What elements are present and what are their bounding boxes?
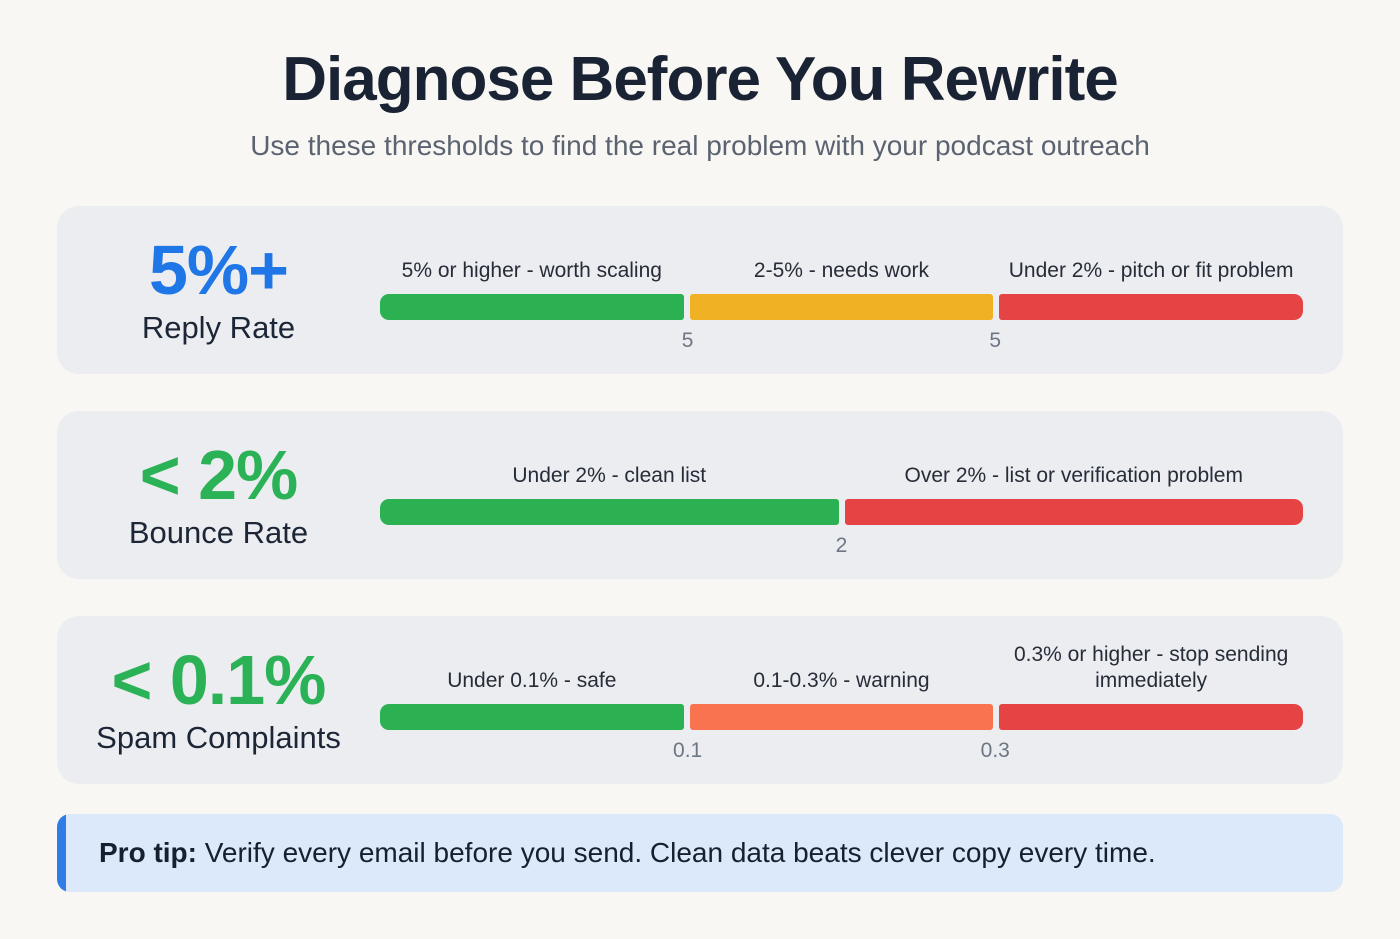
tick-row: 2 (380, 525, 1303, 561)
tick-label: 2 (835, 533, 848, 557)
bar-segment (844, 498, 1303, 525)
segment-label: 0.1-0.3% - warning (753, 669, 930, 693)
bar-segment (999, 703, 1304, 730)
metric-value: < 0.1% (111, 641, 327, 720)
threshold-card: 5%+ Reply Rate 5% or higher - worth scal… (57, 206, 1343, 375)
metric-column: 5%+ Reply Rate (57, 234, 380, 346)
metric-label: Reply Rate (141, 309, 296, 345)
threshold-card: < 2% Bounce Rate Under 2% - clean list Ov… (57, 411, 1343, 580)
segment-label: Under 0.1% - safe (447, 669, 617, 693)
segment-labels: Under 0.1% - safe 0.1-0.3% - warning 0.3% … (380, 635, 1303, 695)
tick-row: 0.1 0.3 (380, 730, 1303, 766)
segment-label: Under 2% - clean list (512, 464, 707, 488)
tick-label: 0.3 (980, 738, 1010, 762)
threshold-chart: Under 2% - clean list Over 2% - list or v… (380, 430, 1303, 561)
tick-label: 5 (681, 328, 694, 352)
bar-segment (999, 293, 1304, 320)
protip-accent-bar (57, 814, 66, 893)
metric-label: Spam Complaints (96, 719, 341, 755)
metric-value: < 2% (139, 436, 299, 515)
metric-label: Bounce Rate (128, 514, 309, 550)
bar-segment (380, 293, 684, 320)
threshold-bar (380, 293, 1304, 320)
page-title: Diagnose Before You Rewrite (282, 45, 1118, 114)
protip-text: Pro tip: Verify every email before you s… (57, 837, 1156, 869)
bar-segment (380, 703, 684, 730)
metric-column: < 0.1% Spam Complaints (57, 644, 380, 756)
header: Diagnose Before You Rewrite Use these th… (0, 0, 1400, 162)
bar-segment (689, 703, 994, 730)
threshold-bar (380, 703, 1304, 730)
segment-labels: 5% or higher - worth scaling 2-5% - needs… (380, 225, 1303, 285)
threshold-bar (380, 498, 1303, 525)
segment-labels: Under 2% - clean list Over 2% - list or v… (380, 430, 1303, 490)
tick-label: 0.1 (673, 738, 703, 762)
protip-body: Verify every email before you send. Clea… (197, 837, 1156, 869)
threshold-chart: Under 0.1% - safe 0.1-0.3% - warning 0.3% … (380, 635, 1304, 766)
segment-label: Under 2% - pitch or fit problem (1008, 259, 1294, 283)
page-subtitle: Use these thresholds to find the real pr… (250, 130, 1150, 162)
threshold-card: < 0.1% Spam Complaints Under 0.1% - safe… (57, 616, 1343, 785)
protip-banner: Pro tip: Verify every email before you s… (57, 814, 1343, 893)
bar-segment (380, 498, 839, 525)
bar-segment (689, 293, 994, 320)
segment-label: 2-5% - needs work (753, 259, 929, 283)
metric-column: < 2% Bounce Rate (57, 439, 380, 551)
threshold-chart: 5% or higher - worth scaling 2-5% - needs… (380, 225, 1304, 356)
segment-label: 0.3% or higher - stop sending immediatel… (1013, 643, 1289, 693)
segment-label: 5% or higher - worth scaling (401, 259, 662, 283)
metric-value: 5%+ (148, 231, 289, 310)
cards: 5%+ Reply Rate 5% or higher - worth scal… (57, 206, 1343, 785)
protip-label: Pro tip: (99, 837, 197, 869)
tick-label: 5 (989, 328, 1002, 352)
segment-label: Over 2% - list or verification problem (904, 464, 1243, 488)
